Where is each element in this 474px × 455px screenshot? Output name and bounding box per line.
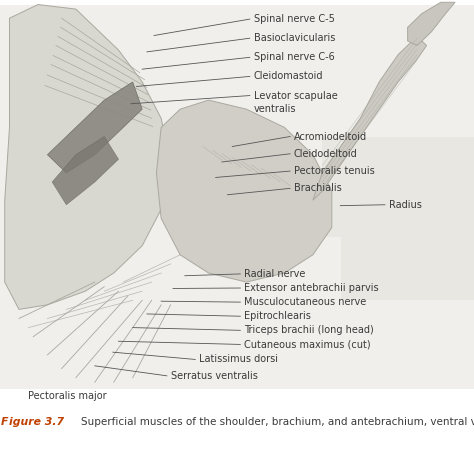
Text: Brachialis: Brachialis bbox=[294, 183, 342, 193]
Text: F: F bbox=[1, 417, 9, 427]
Text: Cleidomastoid: Cleidomastoid bbox=[254, 71, 323, 81]
Polygon shape bbox=[5, 5, 171, 309]
Text: Serratus ventralis: Serratus ventralis bbox=[171, 371, 257, 381]
Text: Epitrochlearis: Epitrochlearis bbox=[244, 311, 311, 321]
FancyBboxPatch shape bbox=[0, 5, 474, 389]
Text: igure 3.7: igure 3.7 bbox=[9, 417, 64, 427]
Text: Triceps brachii (long head): Triceps brachii (long head) bbox=[244, 325, 374, 335]
Text: Cutaneous maximus (cut): Cutaneous maximus (cut) bbox=[244, 339, 371, 349]
Polygon shape bbox=[408, 2, 455, 46]
Text: Superficial muscles of the shoulder, brachium, and antebrachium, ventral view: Superficial muscles of the shoulder, bra… bbox=[81, 417, 474, 427]
Text: Radial nerve: Radial nerve bbox=[244, 269, 305, 279]
Text: Basioclavicularis: Basioclavicularis bbox=[254, 33, 335, 43]
Text: Pectoralis tenuis: Pectoralis tenuis bbox=[294, 166, 374, 176]
Text: Spinal nerve C-6: Spinal nerve C-6 bbox=[254, 52, 334, 62]
Text: Extensor antebrachii parvis: Extensor antebrachii parvis bbox=[244, 283, 379, 293]
Polygon shape bbox=[156, 100, 332, 282]
FancyBboxPatch shape bbox=[341, 218, 474, 300]
Polygon shape bbox=[52, 136, 118, 205]
Text: Levator scapulae: Levator scapulae bbox=[254, 91, 337, 101]
Polygon shape bbox=[313, 36, 427, 200]
Text: Radius: Radius bbox=[389, 200, 421, 210]
Text: ventralis: ventralis bbox=[254, 104, 296, 114]
Text: Spinal nerve C-5: Spinal nerve C-5 bbox=[254, 14, 335, 24]
Text: Musculocutaneous nerve: Musculocutaneous nerve bbox=[244, 297, 366, 307]
FancyBboxPatch shape bbox=[322, 136, 474, 237]
Polygon shape bbox=[47, 82, 142, 173]
Text: Cleidodeltoid: Cleidodeltoid bbox=[294, 149, 357, 159]
Text: Pectoralis major: Pectoralis major bbox=[28, 391, 107, 401]
Text: Latissimus dorsi: Latissimus dorsi bbox=[199, 354, 278, 364]
Text: Acromiodeltoid: Acromiodeltoid bbox=[294, 131, 367, 142]
